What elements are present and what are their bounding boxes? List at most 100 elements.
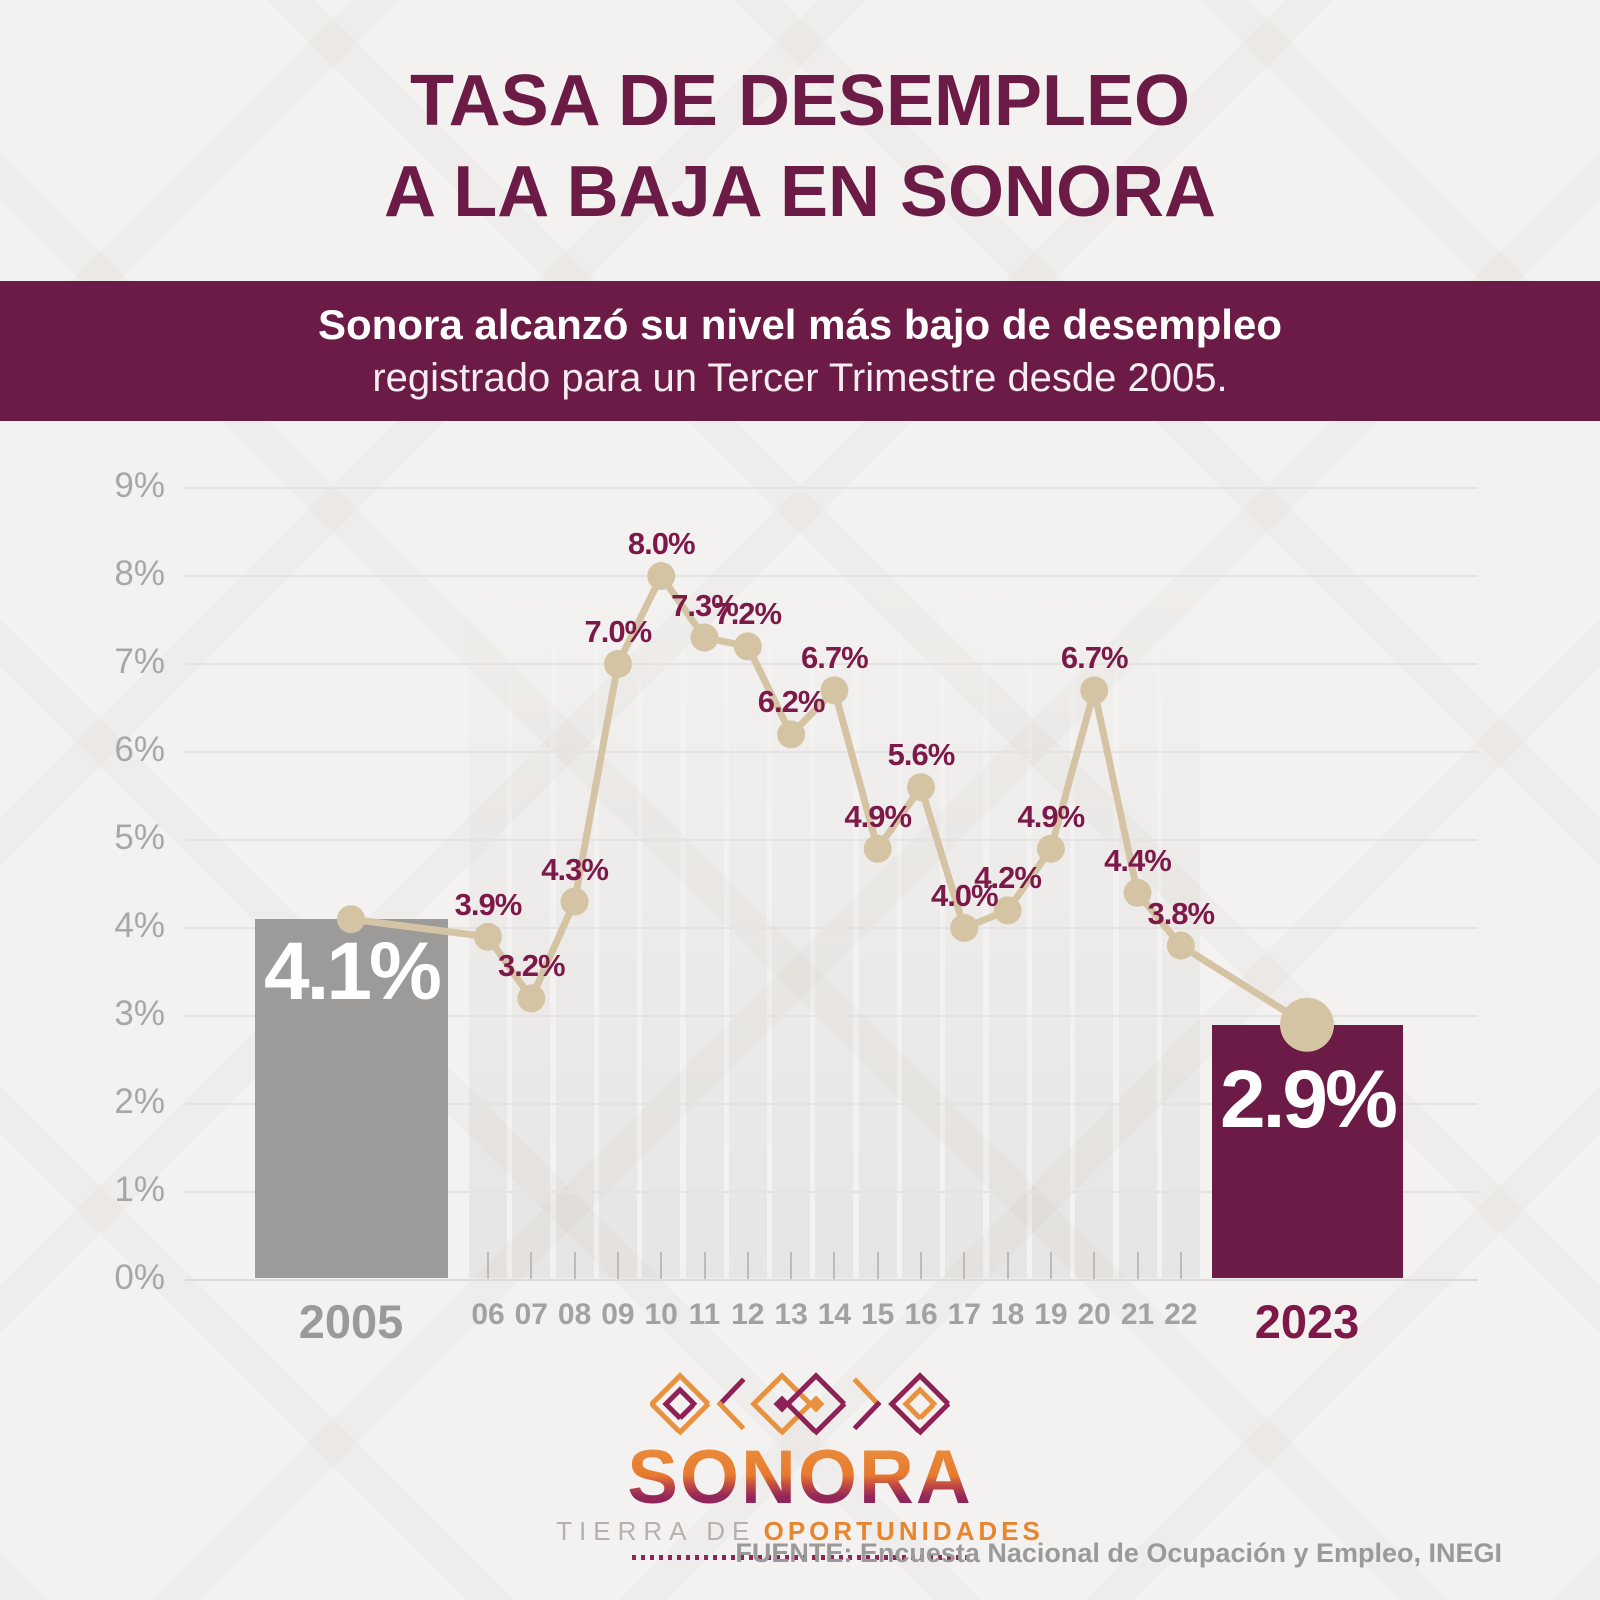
year-stripe <box>1031 478 1070 1278</box>
year-stripe <box>685 478 724 1278</box>
point-label-15: 4.9% <box>844 798 912 834</box>
x-axis-tick <box>1093 1252 1096 1279</box>
year-stripe <box>858 478 897 1278</box>
point-label-19: 4.9% <box>1017 798 1086 834</box>
data-point-2005 <box>337 905 365 934</box>
point-label-18: 4.2% <box>974 860 1042 896</box>
x-axis-tick <box>487 1252 489 1279</box>
x-axis-label-07: 07 <box>514 1298 548 1331</box>
x-axis-tick <box>1179 1252 1182 1279</box>
x-axis-label-17: 17 <box>947 1298 981 1331</box>
gridline-2% <box>185 1103 1478 1105</box>
x-axis-tick <box>530 1252 533 1279</box>
data-point-10 <box>647 562 676 590</box>
x-axis-label-12: 12 <box>731 1298 765 1331</box>
year-stripe <box>642 478 681 1278</box>
point-label-12: 7.2% <box>714 596 782 632</box>
bar-2005-value-label: 4.1% <box>264 926 442 1018</box>
year-stripe <box>598 478 637 1278</box>
x-axis-tick <box>746 1252 749 1279</box>
data-point-12 <box>733 632 762 661</box>
x-axis-label-18: 18 <box>990 1298 1025 1331</box>
bar-2023: 2.9% <box>1212 1024 1403 1278</box>
y-axis-label: 8% <box>114 554 165 593</box>
x-axis-label-15: 15 <box>861 1298 895 1331</box>
year-stripe <box>988 478 1027 1278</box>
point-label-13: 6.2% <box>757 684 826 720</box>
gridline-3% <box>185 1015 1478 1017</box>
x-axis-tick <box>1006 1252 1009 1279</box>
data-point-22 <box>1166 931 1195 960</box>
x-axis-label-2005: 2005 <box>298 1295 404 1348</box>
bar-2005: 4.1% <box>255 919 448 1278</box>
y-axis-label: 7% <box>114 642 165 681</box>
gridline-5% <box>185 839 1478 841</box>
data-point-2023 <box>1280 997 1334 1052</box>
year-stripe <box>555 478 594 1278</box>
page-title: TASA DE DESEMPLEO A LA BAJA EN SONORA <box>0 56 1600 238</box>
x-axis-tick <box>660 1252 663 1279</box>
gridline-9% <box>185 487 1478 489</box>
x-axis-tick <box>573 1252 576 1279</box>
year-stripe <box>902 478 940 1278</box>
x-axis-label-06: 06 <box>471 1298 505 1331</box>
x-axis-label-11: 11 <box>688 1298 721 1331</box>
point-label-08: 4.3% <box>541 851 609 887</box>
point-label-10: 8.0% <box>627 526 696 561</box>
y-axis-label: 0% <box>114 1258 165 1297</box>
year-stripe <box>512 478 551 1278</box>
y-axis-label: 9% <box>114 466 165 505</box>
y-axis-label: 5% <box>114 818 165 857</box>
data-point-19 <box>1036 834 1065 863</box>
point-label-09: 7.0% <box>584 614 653 649</box>
title-line-2: A LA BAJA EN SONORA <box>383 152 1217 232</box>
year-stripe <box>1075 478 1114 1278</box>
source-text: FUENTE: Encuesta Nacional de Ocupación y… <box>735 1538 1502 1568</box>
data-point-09 <box>603 650 632 678</box>
x-axis-label-16: 16 <box>904 1298 938 1331</box>
point-label-14: 6.7% <box>801 640 869 676</box>
point-label-21: 4.4% <box>1104 842 1172 878</box>
year-stripe <box>469 478 507 1278</box>
sonora-logo: SONORA TIERRA DE OPORTUNIDADES <box>0 1368 1600 1560</box>
x-axis-label-20: 20 <box>1077 1298 1111 1331</box>
x-axis-label-10: 10 <box>644 1298 678 1331</box>
x-axis-tick <box>833 1252 836 1279</box>
point-label-20: 6.7% <box>1060 640 1129 676</box>
x-axis-tick <box>703 1252 706 1279</box>
banner-line-1: Sonora alcanzó su nivel más bajo de dese… <box>318 301 1282 348</box>
x-axis-label-13: 13 <box>774 1298 808 1331</box>
point-label-07: 3.2% <box>497 948 566 984</box>
gridline-8% <box>185 575 1478 577</box>
data-point-13 <box>777 720 806 749</box>
year-stripe <box>728 478 767 1278</box>
gridline-1% <box>185 1191 1478 1193</box>
data-point-16 <box>907 773 935 802</box>
data-point-06 <box>474 922 502 951</box>
data-point-20 <box>1080 676 1109 705</box>
x-axis-label-21: 21 <box>1120 1298 1155 1331</box>
x-axis-tick <box>963 1252 966 1279</box>
y-axis-label: 4% <box>114 906 165 945</box>
logo-dotted-divider <box>632 1555 968 1560</box>
x-axis-label-22: 22 <box>1164 1298 1198 1331</box>
y-axis-label: 3% <box>114 994 165 1033</box>
x-axis-label-14: 14 <box>817 1298 852 1331</box>
x-axis-label-09: 09 <box>601 1298 635 1331</box>
point-label-06: 3.9% <box>454 886 523 922</box>
x-axis-tick <box>1049 1252 1052 1279</box>
data-point-08 <box>560 887 589 916</box>
data-point-18 <box>993 896 1022 925</box>
tagline-prefix: TIERRA DE <box>556 1516 757 1546</box>
x-axis-tick <box>790 1252 793 1279</box>
y-axis-label: 1% <box>114 1170 165 1209</box>
x-axis-tick <box>616 1252 619 1279</box>
y-axis-label: 6% <box>114 730 165 769</box>
year-stripe <box>1161 478 1200 1278</box>
data-point-15 <box>863 834 892 863</box>
banner-line-2: registrado para un Tercer Trimestre desd… <box>372 356 1228 400</box>
point-label-16: 5.6% <box>887 737 956 773</box>
